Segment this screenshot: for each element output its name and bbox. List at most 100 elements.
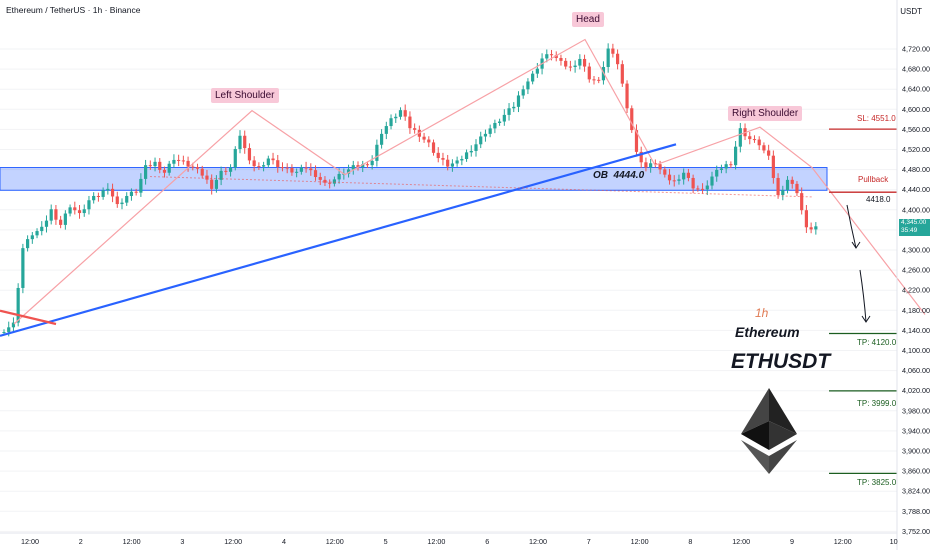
candle [403,104,407,121]
y-tick-label: 4,060.00 [902,366,930,375]
candle [705,180,709,196]
candle [346,164,351,178]
candle [332,176,336,187]
candle [398,107,403,120]
order-block-label: OB 4444.0 [593,170,645,181]
candle [535,62,539,78]
candle [59,215,63,229]
candle [653,159,657,168]
candle [809,222,813,234]
candlesticks [2,43,818,337]
candle [144,159,148,185]
y-tick-label: 4,560.00 [902,125,930,134]
x-tick-label: 12:00 [732,537,750,546]
candle [672,175,676,187]
down-arrow-icon [846,204,861,249]
candle [710,171,714,190]
candle [205,169,209,184]
ascending-trendline [0,143,677,337]
candle [771,150,775,184]
candle [790,176,794,189]
x-tick-label: 7 [587,537,591,546]
candle [686,168,690,182]
x-tick-label: 12:00 [529,537,547,546]
candle [356,161,360,171]
y-tick-label: 4,480.00 [902,165,930,174]
projection-arrows [846,204,871,323]
candle [257,162,261,170]
candle [224,167,228,176]
stop-loss-label: SL: 4551.0 [857,114,896,123]
candle [276,154,280,173]
candle [101,187,105,200]
candle [82,204,86,217]
candle [394,113,398,123]
pullback-label: Pullback [858,175,889,184]
candle [762,142,766,154]
candle [474,139,478,157]
candle [644,157,648,172]
candle [464,149,469,162]
candle [243,130,247,154]
candle [757,136,761,150]
candle [450,159,454,172]
tp1-label: TP: 4120.0 [857,338,897,347]
x-tick-label: 9 [790,537,794,546]
last-price-value: 4,345.00 [901,219,927,226]
candle [460,155,464,166]
candle [361,160,365,173]
candle [228,164,233,177]
candle [814,222,818,235]
x-tick-label: 3 [180,537,184,546]
candle [35,228,39,239]
candle [318,172,322,186]
candle [304,161,308,173]
candle [512,102,516,113]
candle [16,283,20,327]
y-tick-label: 4,520.00 [902,145,930,154]
y-tick-label: 4,300.00 [902,246,930,255]
ethereum-logo-icon [741,388,797,474]
candle [634,124,639,157]
x-tick-label: 12:00 [224,537,242,546]
candle [724,160,728,174]
y-tick-label: 4,180.00 [902,306,930,315]
x-tick-label: 5 [384,537,388,546]
price-axis[interactable]: 4,720.00 4,680.00 4,640.00 4,600.00 4,560.00… [902,45,930,536]
candle [738,122,742,153]
candle [785,176,790,194]
candle [181,155,185,165]
x-tick-label: 12:00 [21,537,39,546]
x-tick-label: 12:00 [123,537,141,546]
time-axis[interactable]: 12:00 2 12:00 3 12:00 4 12:00 5 12:00 6 12:00 7 12:0… [0,532,898,546]
candle [516,91,521,113]
candle [493,119,497,134]
candle [96,192,100,202]
y-tick-label: 3,788.00 [902,507,930,516]
y-tick-label: 4,220.00 [902,286,930,295]
candle [564,58,568,70]
candle [479,131,483,149]
candle [106,183,110,195]
candle-countdown: 35:49 [901,227,918,234]
y-tick-label: 4,260.00 [902,266,930,275]
candle [252,156,256,172]
candle [488,124,492,138]
candle [44,215,49,233]
head-label: Head [572,12,604,27]
candle [545,49,549,63]
candle [795,181,799,196]
candle [68,204,72,217]
candle [30,232,34,244]
candle [186,156,190,172]
candle [427,136,431,148]
candle [616,49,620,70]
candle [507,103,511,121]
candle [351,160,355,175]
currency-label[interactable]: USDT [900,7,922,16]
candle [148,160,152,170]
x-tick-label: 10 [890,537,898,546]
candle [455,156,459,167]
candle [498,118,502,126]
